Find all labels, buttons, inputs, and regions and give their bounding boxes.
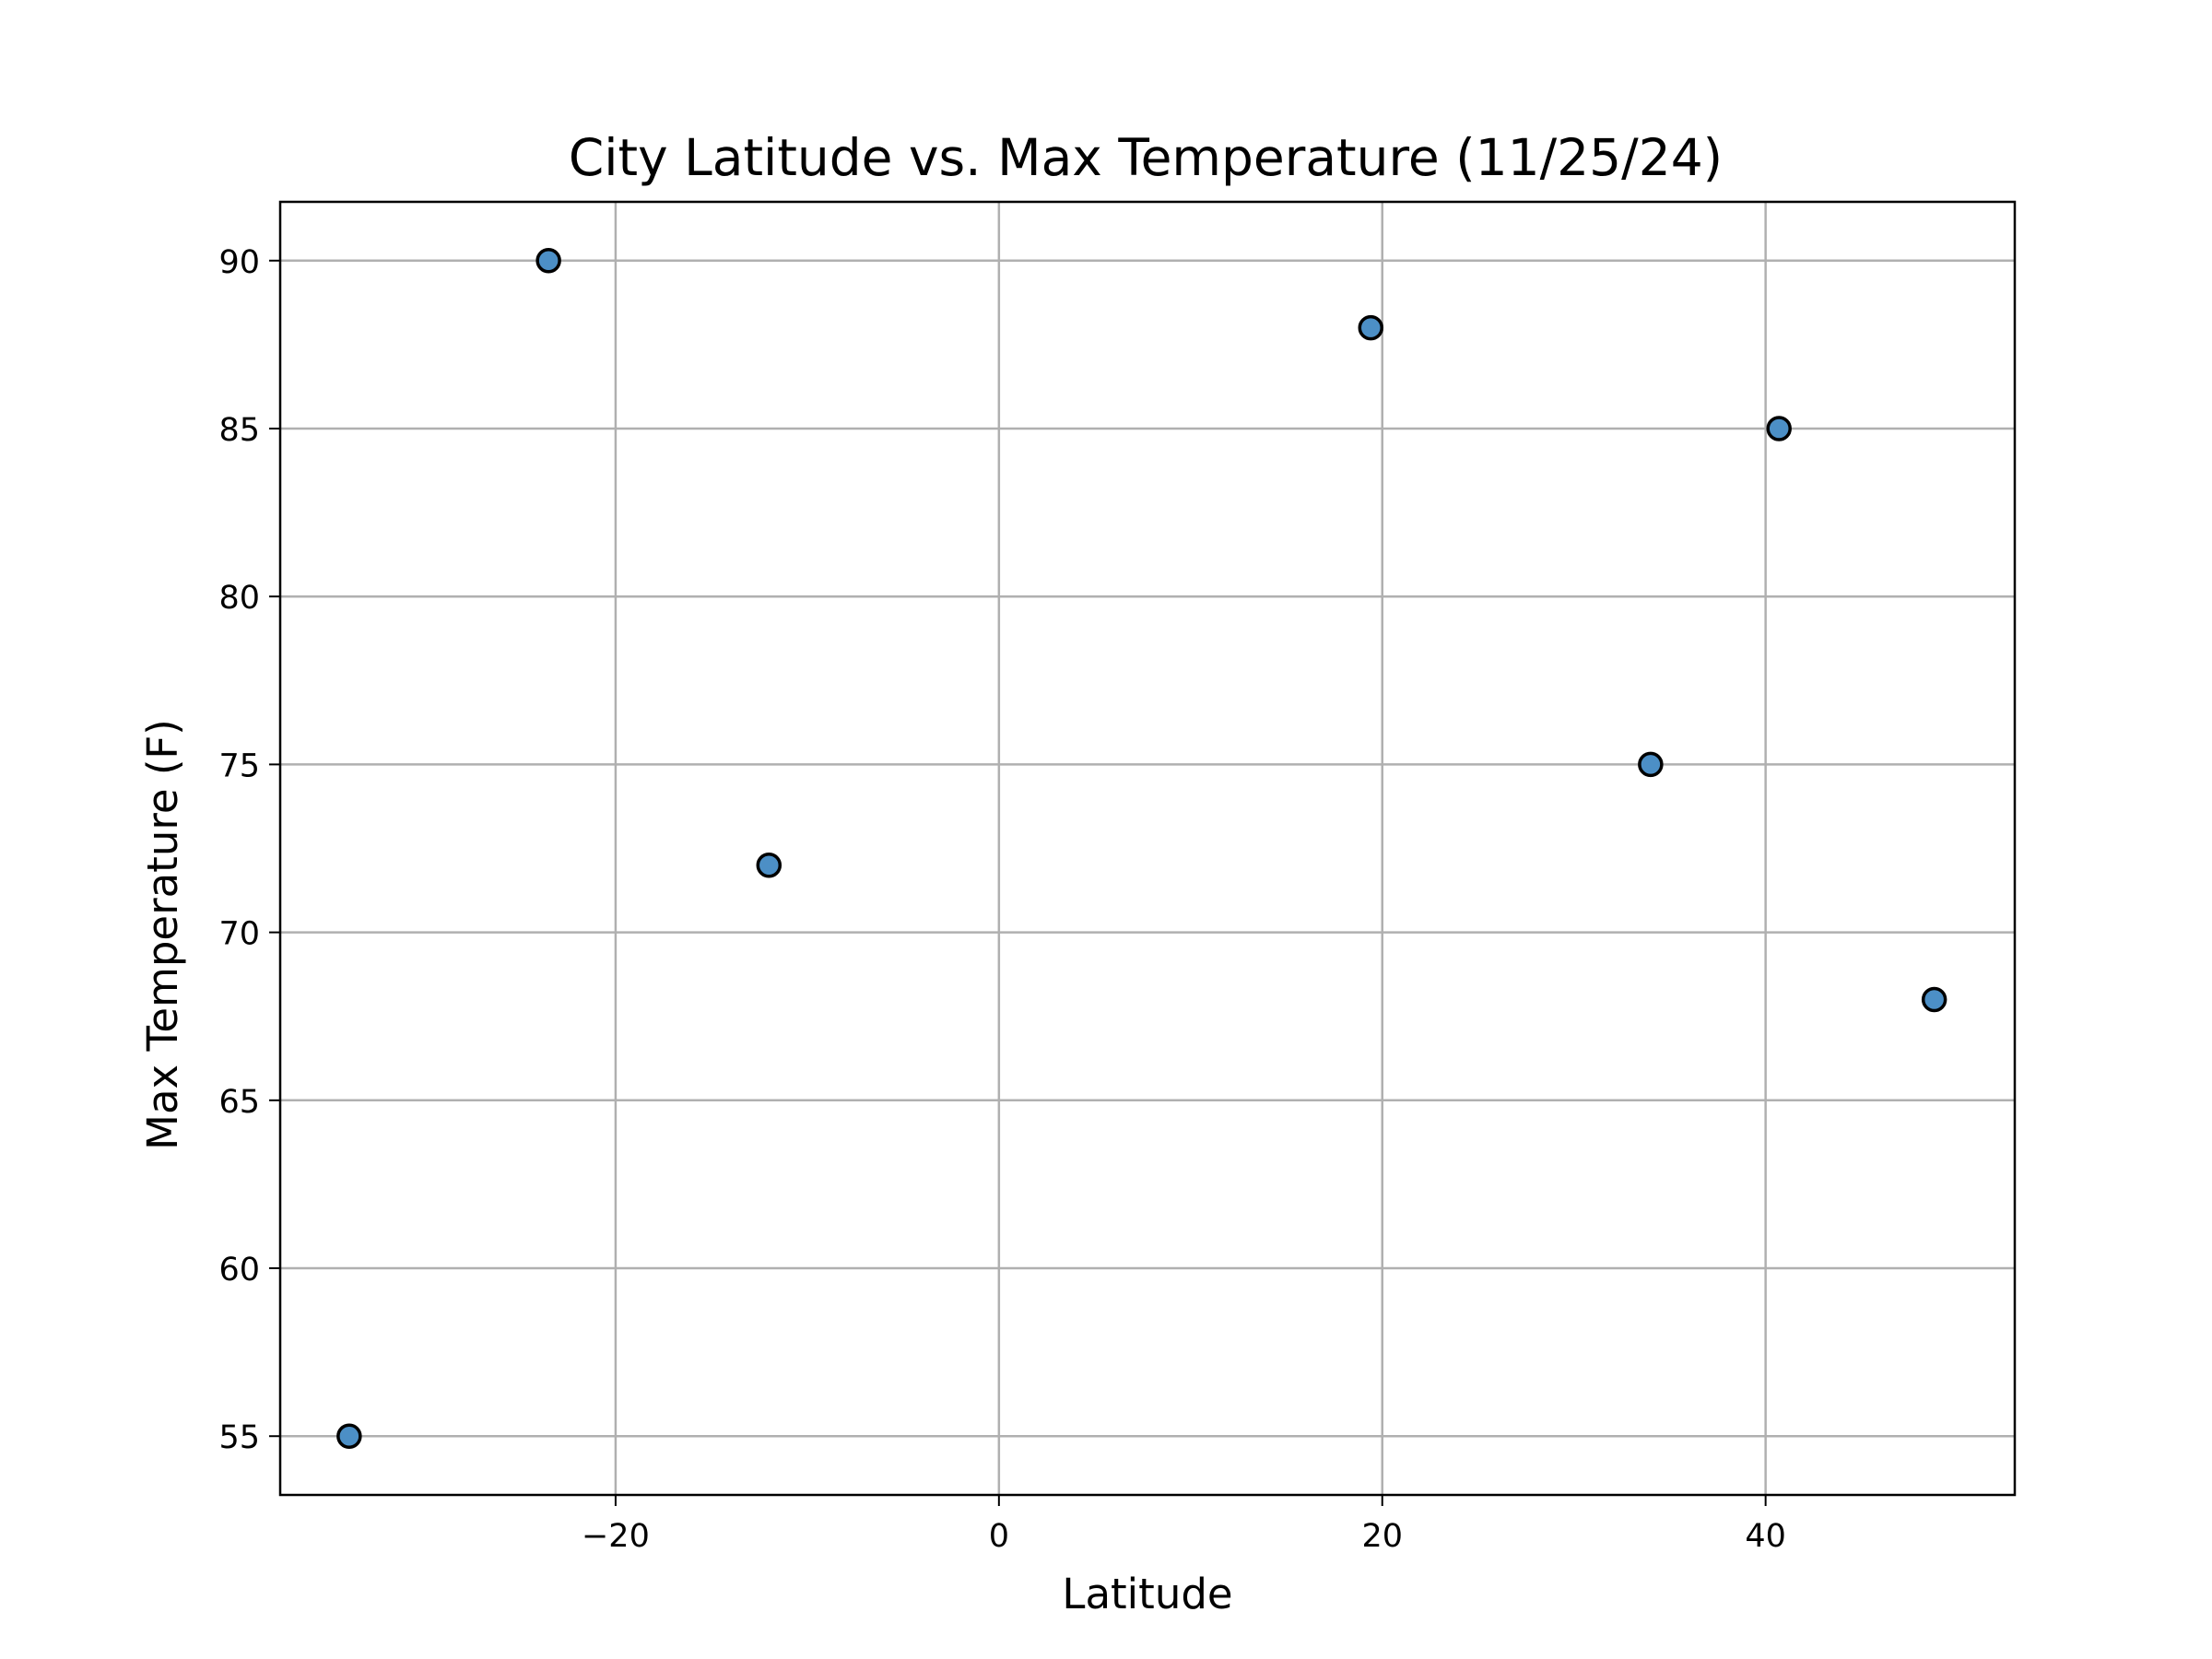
x-tick-label: −20: [582, 1518, 650, 1555]
y-tick-label: 80: [218, 580, 260, 617]
y-tick-label: 60: [218, 1252, 260, 1288]
data-point: [1358, 314, 1384, 341]
x-axis-ticks: −20 0 20 40: [582, 1495, 1786, 1555]
data-point: [535, 248, 561, 274]
y-tick-label: 90: [218, 244, 260, 281]
y-tick-label: 70: [218, 916, 260, 953]
data-point: [756, 852, 782, 878]
x-tick-label: 40: [1745, 1518, 1786, 1555]
y-tick-label: 65: [218, 1084, 260, 1121]
data-points: [336, 248, 1947, 1449]
chart-title: City Latitude vs. Max Temperature (11/25…: [569, 128, 1723, 187]
y-tick-label: 85: [218, 412, 260, 449]
data-point: [1638, 751, 1664, 778]
y-axis-label: Max Temperature (F): [138, 719, 187, 1150]
x-axis-label: Latitude: [1062, 1570, 1232, 1618]
grid-lines: [280, 202, 2015, 1495]
plot-frame: [278, 200, 2017, 1497]
y-axis-ticks: 55 60 65 70 75 80 85 90: [218, 244, 280, 1456]
y-tick-label: 55: [218, 1419, 260, 1456]
data-point: [336, 1423, 362, 1449]
x-tick-label: 20: [1361, 1518, 1403, 1555]
y-tick-label: 75: [218, 747, 260, 784]
data-point: [1921, 986, 1947, 1013]
x-tick-label: 0: [989, 1518, 1009, 1555]
data-point: [1766, 416, 1792, 441]
